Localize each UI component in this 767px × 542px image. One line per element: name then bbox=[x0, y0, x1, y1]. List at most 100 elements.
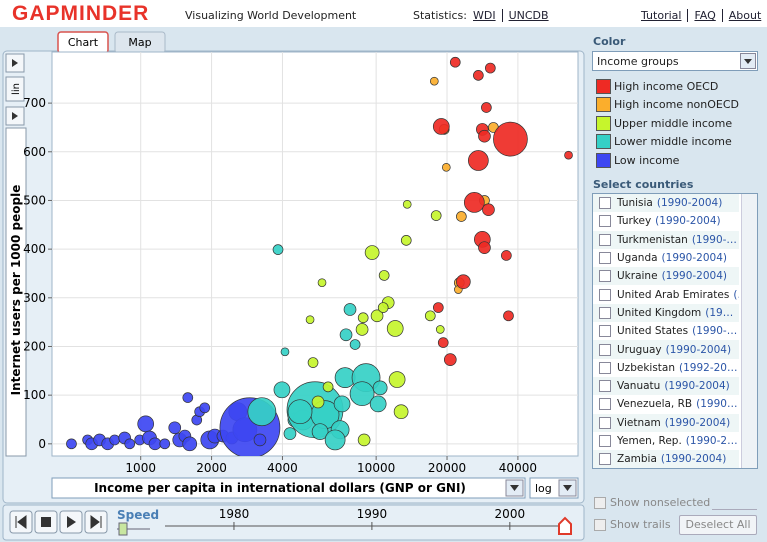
dropdown-arrow[interactable] bbox=[740, 53, 756, 69]
bubble bbox=[378, 270, 390, 281]
country-name: Ukraine bbox=[617, 270, 658, 283]
bubble bbox=[168, 421, 182, 435]
country-row[interactable]: Yemen, Rep.(1990-2004) bbox=[593, 432, 739, 450]
bubble bbox=[424, 310, 436, 322]
country-row[interactable]: Uruguay (1990-2004) bbox=[593, 340, 739, 359]
bubble bbox=[349, 339, 361, 350]
x-axis-selector[interactable] bbox=[51, 477, 526, 499]
country-row[interactable]: Zimbabwe(1990-2004) bbox=[593, 468, 739, 469]
bubble bbox=[287, 399, 313, 425]
bubble bbox=[467, 150, 489, 171]
link[interactable]: About bbox=[721, 9, 767, 22]
option-label[interactable]: Show trails bbox=[610, 518, 671, 531]
checkbox[interactable] bbox=[599, 215, 611, 228]
country-row[interactable]: United Arab Emirates(1990-2004) bbox=[593, 285, 739, 303]
bubble bbox=[386, 320, 404, 337]
year-slider[interactable] bbox=[558, 516, 572, 535]
speed-slider[interactable] bbox=[118, 522, 128, 536]
bubble bbox=[137, 415, 155, 433]
speed-label: Speed bbox=[117, 508, 159, 522]
logo[interactable]: GAPMINDER bbox=[12, 2, 150, 25]
bubble bbox=[273, 381, 291, 399]
deselect-button[interactable]: Deselect All bbox=[679, 515, 757, 535]
checkbox[interactable] bbox=[599, 380, 611, 393]
bubble bbox=[564, 150, 573, 160]
y-tick-label: 600 bbox=[23, 145, 46, 159]
bubble bbox=[482, 203, 495, 217]
bubble bbox=[449, 56, 461, 68]
y-tick-label: 500 bbox=[23, 193, 46, 207]
tab-label[interactable]: Chart bbox=[68, 36, 99, 49]
y-axis-selector[interactable] bbox=[5, 127, 27, 457]
checkbox[interactable] bbox=[599, 252, 611, 265]
link[interactable]: FAQ bbox=[687, 9, 721, 22]
checkbox[interactable] bbox=[599, 197, 611, 210]
trail-slider[interactable] bbox=[712, 496, 757, 510]
bubble bbox=[317, 278, 327, 288]
legend-swatch bbox=[596, 152, 611, 168]
country-period: (1990-2004) bbox=[664, 380, 730, 393]
checkbox[interactable] bbox=[599, 270, 611, 283]
country-period: (1990-2004) bbox=[692, 325, 739, 338]
country-list: Tunisia (1990-2004) Turkey (1990-2004) Turkm… bbox=[592, 193, 758, 469]
playback-buttons bbox=[9, 510, 108, 534]
statistics: Statistics: WDI UNCDB bbox=[413, 9, 555, 22]
country-period: (1990-2004) bbox=[685, 435, 739, 447]
checkbox[interactable] bbox=[599, 325, 611, 338]
option[interactable]: Show nonselected bbox=[594, 496, 710, 509]
bubble bbox=[463, 192, 485, 213]
link[interactable]: WDI bbox=[473, 9, 496, 22]
x-tick-label: 4000 bbox=[267, 461, 298, 475]
scrollbar[interactable] bbox=[741, 194, 757, 468]
y-tick-label: 0 bbox=[38, 437, 46, 451]
y-tick-label: 400 bbox=[23, 242, 46, 256]
bubble bbox=[182, 436, 198, 452]
link[interactable]: UNCDB bbox=[501, 9, 555, 22]
bubble bbox=[148, 437, 162, 451]
checkbox[interactable] bbox=[599, 416, 611, 429]
country-row[interactable]: Uzbekistan (1992-2004) bbox=[593, 359, 739, 377]
country-row[interactable]: Tunisia (1990-2004) bbox=[593, 194, 739, 213]
bubble bbox=[432, 302, 444, 313]
country-row[interactable]: United States(1990-2004) bbox=[593, 322, 739, 340]
legend-label: High income OECD bbox=[614, 79, 719, 93]
country-row[interactable]: United Kingdom(1990-2004) bbox=[593, 303, 739, 323]
country-row[interactable]: Zambia (1990-2004) bbox=[593, 450, 739, 468]
checkbox[interactable] bbox=[594, 496, 606, 509]
checkbox[interactable] bbox=[599, 398, 611, 411]
checkbox[interactable] bbox=[599, 361, 611, 374]
bubble bbox=[503, 310, 514, 322]
checkbox[interactable] bbox=[599, 233, 611, 246]
country-row[interactable]: Turkey (1990-2004) bbox=[593, 212, 739, 230]
color-select-value[interactable]: Income groups bbox=[597, 55, 679, 68]
legend-label: Upper middle income bbox=[614, 116, 733, 130]
checkbox[interactable] bbox=[599, 306, 611, 319]
country-row[interactable]: Vanuatu (1990-2004) bbox=[593, 376, 739, 396]
color-select[interactable]: Income groups bbox=[592, 51, 758, 71]
scale-button[interactable] bbox=[5, 76, 25, 102]
checkbox[interactable] bbox=[599, 343, 611, 356]
scale-button-label[interactable]: lin bbox=[11, 83, 22, 95]
tab-label[interactable]: Map bbox=[128, 36, 151, 49]
bubble bbox=[478, 241, 491, 254]
link[interactable]: Tutorial bbox=[641, 9, 682, 22]
option[interactable]: Show trails bbox=[594, 518, 671, 531]
x-scale-label[interactable]: log bbox=[535, 482, 552, 495]
checkbox[interactable] bbox=[594, 518, 606, 531]
country-row[interactable]: Venezuela, RB(1990-2004) bbox=[593, 395, 739, 413]
checkbox[interactable] bbox=[599, 453, 611, 466]
bubble bbox=[305, 315, 315, 325]
option-label[interactable]: Show nonselected bbox=[610, 496, 711, 509]
country-row[interactable]: Turkmenistan(1990-2004) bbox=[593, 230, 739, 249]
country-row[interactable]: Ukraine (1990-2004) bbox=[593, 267, 739, 286]
bubble bbox=[124, 438, 136, 450]
country-name: Yemen, Rep. bbox=[617, 435, 682, 447]
bubble bbox=[283, 427, 297, 440]
checkbox[interactable] bbox=[599, 288, 611, 301]
bubble bbox=[388, 371, 406, 388]
country-name: Venezuela, RB bbox=[617, 398, 693, 411]
year-label: 1980 bbox=[219, 507, 250, 521]
country-row[interactable]: Uganda (1990-2004) bbox=[593, 249, 739, 267]
country-row[interactable]: Vietnam (1990-2004) bbox=[593, 413, 739, 432]
checkbox[interactable] bbox=[599, 435, 611, 447]
